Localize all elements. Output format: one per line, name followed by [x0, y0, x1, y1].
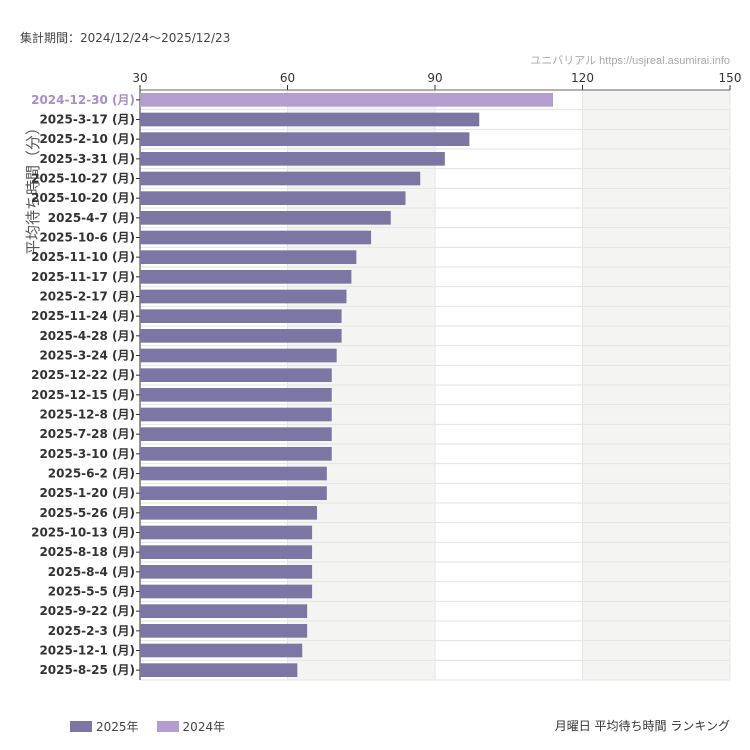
y-tick-label: 2025-3-31 (月): [39, 152, 135, 166]
y-tick-label: 2025-3-17 (月): [39, 113, 135, 127]
y-tick-label: 2025-1-20 (月): [39, 486, 135, 500]
bar: [140, 348, 337, 363]
ranking-title: 月曜日 平均待ち時間 ランキング: [554, 719, 730, 733]
bar: [140, 643, 303, 658]
y-tick-label: 2025-10-20 (月): [31, 191, 135, 205]
y-tick-label: 2025-11-17 (月): [31, 270, 135, 284]
y-tick-label: 2025-10-13 (月): [31, 526, 135, 540]
bar: [140, 230, 372, 245]
bar: [140, 407, 332, 422]
bar: [140, 545, 313, 559]
y-tick-label: 2025-2-10 (月): [39, 132, 135, 146]
y-tick-label: 2025-6-2 (月): [48, 467, 135, 481]
y-tick-label: 2025-3-10 (月): [39, 447, 135, 461]
legend: 2025年 2024年: [70, 718, 225, 735]
legend-swatch: [70, 721, 92, 732]
y-tick-label: 2025-12-8 (月): [39, 408, 135, 422]
bar: [140, 447, 332, 461]
bar: [140, 211, 391, 225]
y-tick-label: 2025-10-27 (月): [31, 172, 135, 186]
legend-item-2024[interactable]: 2024年: [156, 718, 226, 735]
bar: [140, 309, 342, 323]
y-tick-label: 2025-4-28 (月): [39, 329, 135, 343]
y-tick-label: 2025-11-24 (月): [31, 309, 135, 323]
bar: [140, 525, 313, 540]
bar: [140, 388, 332, 402]
y-tick-label: 2025-4-7 (月): [48, 211, 135, 225]
y-tick-label: 2025-8-4 (月): [48, 565, 135, 579]
bar: [140, 506, 317, 520]
bar: [140, 132, 470, 146]
period-label: 集計期間：2024/12/24〜2025/12/23: [20, 31, 231, 45]
y-tick-label: 2025-8-25 (月): [39, 663, 135, 677]
legend-swatch: [156, 721, 179, 732]
bar: [140, 270, 352, 284]
y-tick-label: 2025-11-10 (月): [31, 250, 135, 264]
bar: [140, 191, 406, 205]
y-tick-label: 2025-7-28 (月): [39, 427, 135, 441]
bar: [140, 565, 313, 579]
bar: [140, 93, 553, 107]
x-tick-label: 30: [132, 71, 147, 85]
bar: [140, 250, 357, 264]
bar: [140, 152, 445, 166]
y-tick-label: 2025-2-3 (月): [48, 624, 135, 638]
y-tick-label: 2025-10-6 (月): [39, 231, 135, 245]
bar: [140, 329, 342, 343]
bar: [140, 624, 308, 638]
legend-label: 2025年: [96, 720, 139, 734]
legend-label: 2024年: [182, 720, 226, 734]
bar: [140, 663, 298, 677]
y-tick-label: 2024-12-30 (月): [31, 93, 135, 107]
bar: [140, 368, 332, 382]
y-tick-label: 2025-12-22 (月): [31, 368, 135, 382]
y-tick-label: 2025-5-5 (月): [48, 585, 135, 599]
y-tick-label: 2025-9-22 (月): [39, 604, 135, 618]
bar: [140, 486, 327, 500]
credit-link[interactable]: ユニバリアル https://usjreal.asumirai.info: [530, 55, 730, 67]
bar: [140, 171, 421, 186]
x-tick-label: 120: [571, 71, 594, 85]
x-tick-label: 150: [719, 71, 742, 85]
y-tick-label: 2025-8-18 (月): [39, 545, 135, 559]
y-tick-label: 2025-3-24 (月): [39, 349, 135, 363]
bar: [140, 289, 347, 304]
y-tick-label: 2025-5-26 (月): [39, 506, 135, 520]
bar: [140, 604, 308, 618]
bar: [140, 466, 327, 481]
y-tick-label: 2025-2-17 (月): [39, 290, 135, 304]
bar: [140, 112, 480, 127]
legend-item-2025[interactable]: 2025年: [70, 718, 139, 735]
bar: [140, 427, 332, 441]
y-tick-label: 2025-12-1 (月): [39, 644, 135, 658]
bar: [140, 584, 313, 599]
y-tick-label: 2025-12-15 (月): [31, 388, 135, 402]
x-tick-label: 60: [280, 71, 295, 85]
x-tick-label: 90: [427, 71, 442, 85]
